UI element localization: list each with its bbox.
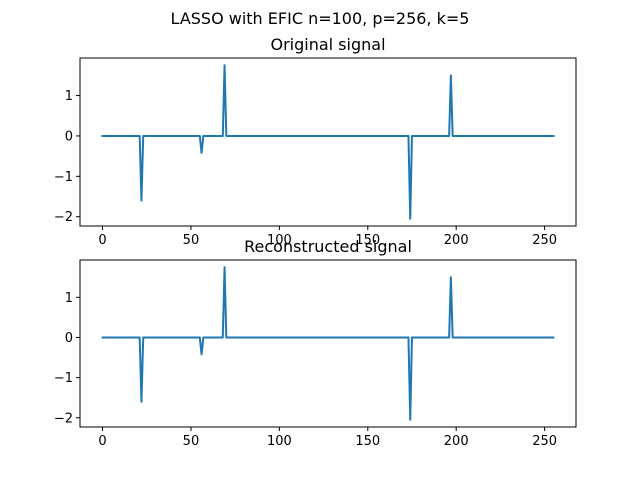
y-tick-label: 0 [65,129,73,144]
x-tick-label: 0 [98,233,106,248]
series-line-0 [101,64,555,220]
figure-suptitle: LASSO with EFIC n=100, p=256, k=5 [171,9,470,28]
x-tick-label: 100 [267,434,292,449]
x-tick-label: 0 [98,434,106,449]
x-tick-label: 200 [444,434,469,449]
x-tick-label: 100 [267,233,292,248]
x-tick-label: 50 [183,233,200,248]
x-tick-label: 200 [444,233,469,248]
y-tick-label: 1 [65,89,73,104]
axes-original-signal: 0 50 100 150 200 250 −2 −1 0 1 Original signal [54,35,577,248]
axes-frame [79,259,577,428]
x-tick-label: 150 [355,434,380,449]
y-tick-label: −1 [54,371,73,386]
axes-title: Original signal [270,35,385,54]
y-tick-label: −2 [54,411,73,426]
x-tick-label: 250 [532,434,557,449]
y-tick-label: −2 [54,210,73,225]
axes-frame [79,57,577,227]
x-tick-label: 250 [532,233,557,248]
x-tick-label: 50 [183,434,200,449]
y-tick-label: 0 [65,331,73,346]
y-tick-label: −1 [54,170,73,185]
axes-title: Reconstructed signal [244,237,412,256]
y-tick-label: 1 [65,291,73,306]
x-tick-label: 150 [355,233,380,248]
axes-reconstructed-signal: 0 50 100 150 200 250 −2 −1 0 1 Reconstructed signa… [54,237,577,449]
series-line-0 [101,266,555,421]
